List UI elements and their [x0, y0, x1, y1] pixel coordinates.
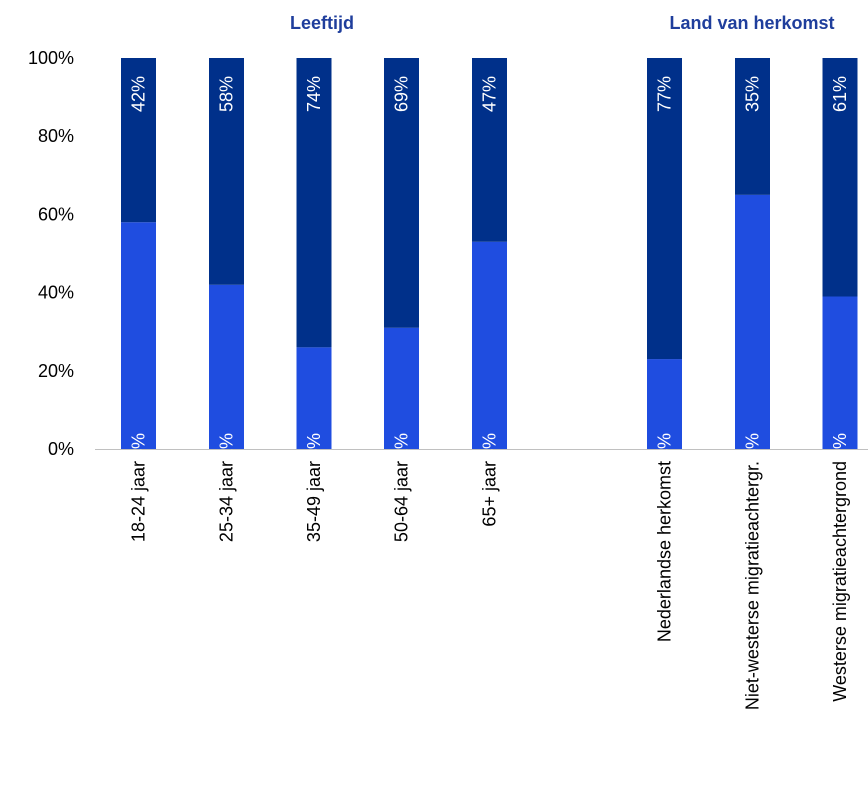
y-axis: 0% 20% 40% 60% 80% 100%: [28, 48, 74, 459]
bar-segment-top: [647, 58, 682, 360]
bar-value-label: 42%: [217, 433, 237, 469]
bar-segment-bottom: [822, 296, 858, 449]
bar-segment-bottom: [296, 347, 332, 449]
bar-value-label: 69%: [392, 76, 412, 112]
x-axis-labels: 18-24 jaar 25-34 jaar 35-49 jaar 50-64 jaar…: [129, 461, 851, 710]
bar-value-label: 53%: [480, 433, 500, 469]
bar-value-label: 74%: [304, 76, 324, 112]
bar-segment-top: [296, 58, 332, 348]
x-category-label: 25-34 jaar: [217, 461, 237, 542]
y-tick-label: 100%: [28, 48, 74, 68]
bar-segment-top: [822, 58, 858, 297]
bar-segment-bottom: [384, 327, 419, 449]
bar-value-label: 58%: [129, 433, 149, 469]
bar-segment-top: [209, 58, 244, 285]
bar-value-label: 61%: [830, 76, 850, 112]
bar-segment-bottom: [472, 241, 507, 449]
x-category-label: Niet-westerse migratieachtergr.: [743, 461, 763, 710]
bar-value-label: 31%: [392, 433, 412, 469]
bar-value-label: 65%: [743, 433, 763, 469]
y-tick-label: 80%: [38, 126, 74, 146]
x-category-label: 35-49 jaar: [304, 461, 324, 542]
x-category-label: 18-24 jaar: [129, 461, 149, 542]
bar-value-label: 47%: [480, 76, 500, 112]
x-category-label: 50-64 jaar: [392, 461, 412, 542]
bar-segment-top: [384, 58, 419, 328]
y-tick-label: 20%: [38, 361, 74, 381]
bar-value-label: 39%: [830, 433, 850, 469]
bar-value-label: 42%: [129, 76, 149, 112]
x-category-label: Nederlandse herkomst: [655, 461, 675, 642]
group-title-leeftijd: Leeftijd: [290, 13, 354, 33]
bar-segment-bottom: [735, 194, 770, 449]
bar-value-label: 77%: [655, 76, 675, 112]
bar-segment-top: [735, 58, 770, 195]
bar-value-label: 26%: [304, 433, 324, 469]
bar-value-label: 58%: [217, 76, 237, 112]
y-tick-label: 0%: [48, 439, 74, 459]
bars: 58% 42% 42% 58% 26% 74% 31% 69% 53% 47% 23% 77% 65% 3…: [121, 58, 858, 469]
y-tick-label: 40%: [38, 283, 74, 303]
bar-segment-bottom: [647, 359, 682, 449]
x-category-label: 65+ jaar: [480, 461, 500, 527]
bar-segment-bottom: [209, 284, 244, 449]
bar-value-label: 35%: [743, 76, 763, 112]
group-titles: Leeftijd Land van herkomst: [290, 13, 835, 33]
bar-segment-top: [472, 58, 507, 242]
bar-value-label: 23%: [655, 433, 675, 469]
y-tick-label: 60%: [38, 204, 74, 224]
x-category-label: Westerse migratieachtergrond: [830, 461, 850, 702]
bar-segment-top: [121, 58, 156, 223]
group-title-land-van-herkomst: Land van herkomst: [669, 13, 834, 33]
bar-segment-bottom: [121, 222, 156, 449]
